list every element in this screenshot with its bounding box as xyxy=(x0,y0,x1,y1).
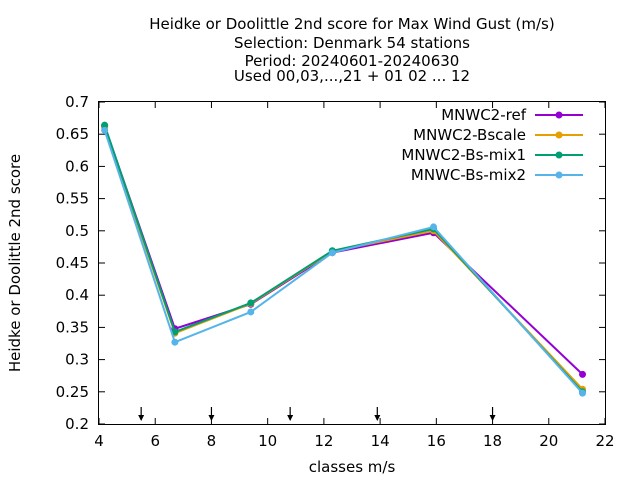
data-point xyxy=(247,308,255,316)
y-tick-label: 0.45 xyxy=(56,254,89,272)
data-point xyxy=(430,223,438,231)
legend-label: MNWC2-ref xyxy=(441,106,526,124)
legend-swatch-marker xyxy=(555,111,563,119)
series-line xyxy=(103,130,584,394)
y-tick-label: 0.35 xyxy=(56,318,89,336)
data-point xyxy=(101,126,109,134)
x-tick-label: 16 xyxy=(427,432,446,450)
series-mnwc-bs-mix2 xyxy=(101,126,587,397)
data-point xyxy=(579,389,587,397)
plot-frame xyxy=(98,101,606,425)
class-boundary-arrow-head xyxy=(374,415,381,421)
y-axis-label: Heidke or Doolittle 2nd score xyxy=(6,154,24,372)
x-tick-label: 8 xyxy=(207,432,217,450)
title-line-4: Used 00,03,...,21 + 01 02 ... 12 xyxy=(234,67,470,85)
x-tick-label: 6 xyxy=(150,432,160,450)
x-axis-label: classes m/s xyxy=(309,458,396,476)
data-point xyxy=(101,121,109,129)
series-group xyxy=(101,121,587,397)
y-tick-label: 0.2 xyxy=(65,415,89,433)
x-tick-label: 22 xyxy=(595,432,614,450)
series-mnwc2-bscale xyxy=(101,124,587,393)
data-point xyxy=(328,249,336,257)
axis-ticks: 4 6 8 10 12 14 16 18 20 22 0.2 0.25 0.3 0.35 0.4 0.45 0.… xyxy=(56,93,615,450)
y-tick-label: 0.55 xyxy=(56,190,89,208)
x-tick-label: 20 xyxy=(539,432,558,450)
class-boundary-markers xyxy=(138,407,496,421)
title-line-1: Heidke or Doolittle 2nd score for Max Wi… xyxy=(149,15,554,33)
y-tick-label: 0.7 xyxy=(65,93,89,111)
data-point xyxy=(171,338,179,346)
title-line-2: Selection: Denmark 54 stations xyxy=(234,34,470,52)
x-tick-label: 18 xyxy=(483,432,502,450)
legend-label: MNWC2-Bs-mix1 xyxy=(401,146,526,164)
y-tick-label: 0.65 xyxy=(56,125,89,143)
data-point xyxy=(579,370,587,378)
legend-swatch-marker xyxy=(555,131,563,139)
title-line-3: Period: 20240601-20240630 xyxy=(245,52,460,70)
legend-swatch-marker xyxy=(555,171,563,179)
y-tick-label: 0.6 xyxy=(65,157,89,175)
x-tick-label: 4 xyxy=(94,432,104,450)
legend-label: MNWC2-Bscale xyxy=(413,126,526,144)
x-tick-label: 14 xyxy=(371,432,390,450)
legend: MNWC2-ref MNWC2-Bscale MNWC2-Bs-mix1 MNWC-B… xyxy=(401,106,583,184)
chart-title: Heidke or Doolittle 2nd score for Max Wi… xyxy=(149,15,554,85)
y-tick-label: 0.25 xyxy=(56,383,89,401)
class-boundary-arrow-head xyxy=(287,415,294,421)
class-boundary-arrow-head xyxy=(489,415,496,421)
x-tick-label: 12 xyxy=(314,432,333,450)
x-tick-label: 10 xyxy=(258,432,277,450)
y-tick-label: 0.5 xyxy=(65,222,89,240)
class-boundary-arrow-head xyxy=(208,415,215,421)
legend-label: MNWC-Bs-mix2 xyxy=(411,166,526,184)
data-point xyxy=(171,328,179,336)
y-tick-label: 0.4 xyxy=(65,286,89,304)
legend-swatch-marker xyxy=(555,151,563,159)
data-point xyxy=(247,299,255,307)
class-boundary-arrow-head xyxy=(138,415,145,421)
y-tick-label: 0.3 xyxy=(65,351,89,369)
